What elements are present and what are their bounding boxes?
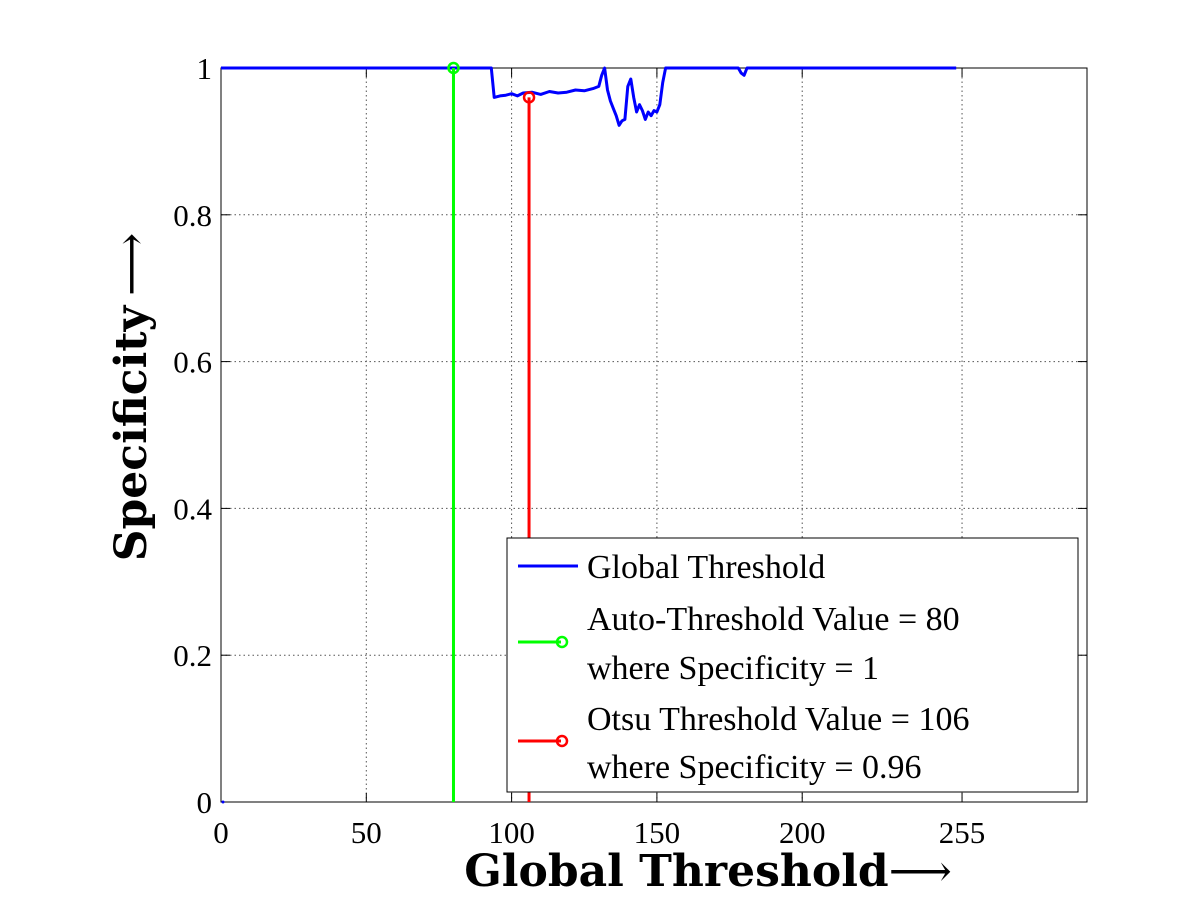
x-tick-label: 100 [488,815,535,850]
y-tick-label: 0 [197,785,213,820]
y-axis-arrow: ⟶ [106,233,157,296]
x-tick-label: 255 [939,815,986,850]
origin-point [221,800,225,804]
legend-label-auto-line2: where Specificity = 1 [587,650,879,687]
y-axis-title-text: Specificity [106,304,157,561]
x-axis-arrow: ⟶ [889,846,952,897]
tick-labels: 0 50 100 150 200 255 0 0.2 0.4 0.6 0.8 1 [173,51,985,850]
x-tick-label: 150 [634,815,681,850]
legend-label-otsu: Otsu Threshold Value = 106 [587,701,969,738]
legend-marker-otsu [555,734,569,748]
stem-marker-auto-threshold [447,61,460,75]
y-tick-label: 0.6 [173,345,212,380]
plot-area [220,67,1088,803]
y-tick-label: 1 [197,51,213,86]
y-tick-label: 0.2 [173,638,212,673]
legend-box [506,537,1079,793]
x-tick-label: 50 [351,815,382,850]
y-tick-label: 0.4 [173,491,212,526]
axis-ticks [220,67,1087,803]
legend-label-otsu-line2: where Specificity = 0.96 [587,749,922,786]
legend-label-global: Global Threshold [587,549,825,586]
y-axis-title: Specificity ⟶ [106,233,157,562]
y-tick-label: 0.8 [173,198,212,233]
x-tick-label: 0 [213,815,229,850]
legend: Global Threshold Auto-Threshold Value = … [506,537,1079,793]
legend-marker-auto [555,635,569,649]
series-line-global-threshold [221,66,957,127]
x-tick-label: 200 [779,815,826,850]
legend-label-auto: Auto-Threshold Value = 80 [587,601,960,638]
x-axis-title-text: Global Threshold [464,846,888,897]
x-axis-title: Global Threshold⟶ [464,846,952,897]
stem-marker-otsu-threshold [522,91,536,104]
